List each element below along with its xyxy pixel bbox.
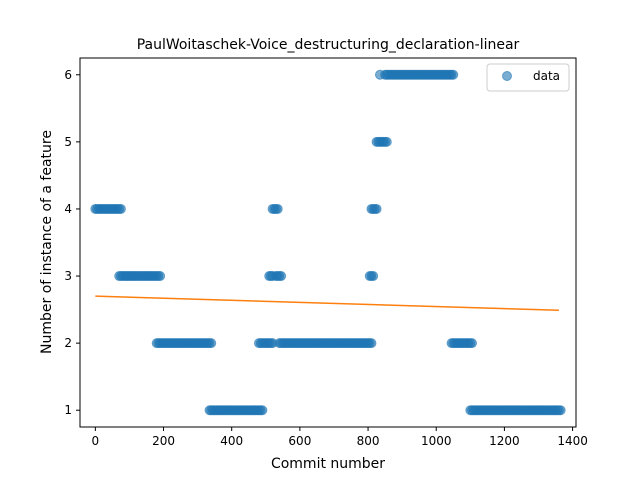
- x-tick-label: 1200: [489, 434, 520, 448]
- data-point: [555, 405, 566, 416]
- data-point: [276, 271, 287, 282]
- plot-frame: [79, 57, 577, 428]
- y-axis: 1 2 3 4 5 6: [64, 68, 80, 417]
- data-point: [206, 338, 217, 349]
- x-tick-label: 200: [152, 434, 175, 448]
- data-point: [371, 203, 382, 214]
- x-tick-label: 1000: [421, 434, 452, 448]
- y-tick-label: 3: [64, 269, 72, 283]
- data-point: [381, 136, 392, 147]
- legend-marker: [502, 71, 512, 81]
- data-point: [257, 405, 268, 416]
- x-tick-label: 1400: [557, 434, 588, 448]
- y-tick-label: 2: [64, 336, 72, 350]
- y-tick-label: 5: [64, 135, 72, 149]
- x-axis-label: Commit number: [271, 456, 385, 472]
- y-axis-label: Number of instance of a feature: [39, 130, 55, 354]
- chart-title: PaulWoitaschek-Voice_destructuring_decla…: [137, 37, 520, 53]
- x-tick-label: 400: [220, 434, 243, 448]
- legend-entry-data: data: [533, 69, 560, 83]
- legend-box: [486, 63, 570, 92]
- data-point: [448, 69, 459, 80]
- x-tick-label: 600: [288, 434, 311, 448]
- data-point: [155, 271, 166, 282]
- x-axis: 0 200 400 600 800 1000 1200 1400: [92, 427, 588, 448]
- data-point: [366, 338, 377, 349]
- data-point: [115, 203, 126, 214]
- legend: data: [486, 63, 570, 92]
- y-tick-label: 6: [64, 68, 72, 82]
- x-tick-label: 0: [92, 434, 100, 448]
- plot-area: [90, 69, 566, 416]
- data-point: [467, 338, 478, 349]
- data-point: [272, 203, 283, 214]
- fit-line: [95, 295, 559, 312]
- data-point: [368, 271, 379, 282]
- x-tick-label: 800: [357, 434, 380, 448]
- y-tick-label: 1: [64, 403, 72, 417]
- y-tick-label: 4: [64, 202, 72, 216]
